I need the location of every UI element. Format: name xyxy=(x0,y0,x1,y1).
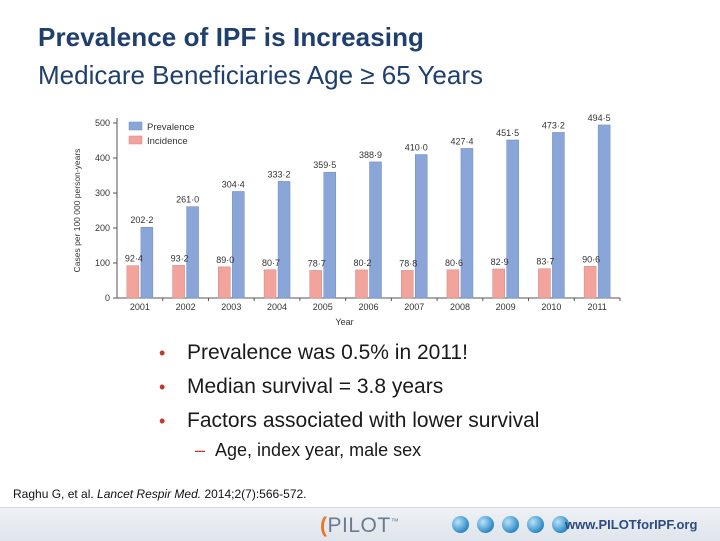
incidence-bar xyxy=(446,269,460,299)
prevalence-value-label: 473·2 xyxy=(542,120,565,130)
y-axis-label: Cases per 100 000 person-years xyxy=(72,149,82,273)
prevalence-bar xyxy=(369,161,382,299)
y-tick-label: 100 xyxy=(95,258,110,268)
x-tick-label: 2009 xyxy=(496,302,516,312)
prevalence-bar xyxy=(323,171,337,299)
x-tick-label: 2006 xyxy=(358,302,378,312)
slide-title: Prevalence of IPF is Increasing xyxy=(38,22,425,52)
bullet-list: • Prevalence was 0.5% in 2011! • Median su… xyxy=(155,336,539,438)
x-tick-label: 2011 xyxy=(587,302,606,312)
sub-bullet: – Age, index year, male sex xyxy=(195,440,421,461)
x-axis-label: Year xyxy=(335,317,353,327)
bullet-dot-icon: • xyxy=(159,411,166,431)
prevalence-value-label: 333·2 xyxy=(268,169,291,179)
prevalence-bar xyxy=(186,206,199,299)
prevalence-value-label: 410·0 xyxy=(405,143,428,153)
x-tick-label: 2001 xyxy=(130,302,150,312)
citation-details: 2014;2(7):566-572. xyxy=(201,487,307,501)
y-tick-label: 500 xyxy=(95,118,110,128)
incidence-bar xyxy=(583,266,597,299)
incidence-bar xyxy=(126,265,140,299)
x-tick-label: 2008 xyxy=(450,302,470,312)
incidence-bar xyxy=(172,265,185,299)
bullet-dot-icon: • xyxy=(159,377,166,397)
prevalence-value-label: 202·2 xyxy=(130,215,153,225)
prevalence-value-label: 304·4 xyxy=(222,179,245,189)
incidence-bar xyxy=(309,270,323,299)
citation: Raghu G, et al. Lancet Respir Med. 2014;… xyxy=(13,487,307,501)
incidence-value-label: 82·9 xyxy=(491,257,509,267)
incidence-value-label: 89·0 xyxy=(216,255,234,265)
prevalence-bar xyxy=(140,226,154,299)
incidence-value-label: 80·7 xyxy=(262,258,280,268)
globe-icons xyxy=(452,516,577,537)
incidence-value-label: 83·7 xyxy=(536,257,554,267)
incidence-bar xyxy=(355,269,368,299)
prevalence-value-label: 427·4 xyxy=(450,136,473,146)
prevalence-value-label: 388·9 xyxy=(359,150,382,160)
incidence-value-label: 78·7 xyxy=(308,258,326,268)
prevalence-incidence-chart: 0 100 200 300 400 500 Cases per 100 000 person… xyxy=(72,113,621,327)
bullet-item: • Factors associated with lower survival xyxy=(155,404,539,438)
legend-prevalence-swatch xyxy=(128,121,143,131)
x-tick-label: 2010 xyxy=(541,302,561,312)
footer-bar: (PILOT™ www.PILOTforIPF.org xyxy=(0,507,720,541)
incidence-value-label: 93·2 xyxy=(171,253,189,263)
incidence-bar xyxy=(492,268,505,299)
incidence-value-label: 92·4 xyxy=(125,254,143,264)
globe-icon xyxy=(477,516,494,533)
prevalence-value-label: 261·0 xyxy=(176,195,199,205)
bullet-text: Prevalence was 0.5% in 2011! xyxy=(187,341,468,364)
prevalence-bar xyxy=(552,132,565,299)
dash-icon: – xyxy=(195,440,206,460)
x-tick-label: 2002 xyxy=(176,302,196,312)
globe-icon xyxy=(552,516,569,533)
y-tick-label: 200 xyxy=(95,223,110,233)
legend-incidence-label: Incidence xyxy=(147,136,188,147)
prevalence-value-label: 494·5 xyxy=(588,113,611,123)
prevalence-bar xyxy=(414,154,428,299)
sub-bullet-text: Age, index year, male sex xyxy=(215,440,422,460)
x-tick-label: 2003 xyxy=(221,302,241,312)
incidence-bar xyxy=(538,268,551,299)
globe-icon xyxy=(452,516,469,533)
prevalence-bar xyxy=(277,181,291,299)
legend-prevalence-label: Prevalence xyxy=(147,122,195,133)
y-tick-label: 0 xyxy=(105,293,110,303)
incidence-value-label: 90·6 xyxy=(582,254,600,264)
pilot-logo-text: PILOT xyxy=(327,514,391,537)
prevalence-bar xyxy=(597,124,611,299)
globe-icon xyxy=(502,516,519,533)
incidence-bar xyxy=(400,270,414,299)
prevalence-bar xyxy=(460,148,474,299)
bullet-text: Factors associated with lower survival xyxy=(187,409,540,432)
pilot-logo-icon: (PILOT™ xyxy=(320,514,400,537)
pilot-mark-icon: ( xyxy=(320,514,328,537)
x-tick-label: 2005 xyxy=(313,302,333,312)
prevalence-bar xyxy=(232,191,245,299)
prevalence-value-label: 451·5 xyxy=(496,128,519,138)
incidence-value-label: 78·8 xyxy=(399,258,417,268)
x-tick-label: 2007 xyxy=(404,302,424,312)
incidence-bar xyxy=(218,266,231,299)
incidence-bar xyxy=(263,269,277,299)
slide-subtitle: Medicare Beneficiaries Age ≥ 65 Years xyxy=(38,60,483,90)
y-tick-label: 300 xyxy=(95,188,110,198)
footer-url-link[interactable]: www.PILOTforIPF.org xyxy=(565,517,698,532)
bullet-item: • Prevalence was 0.5% in 2011! xyxy=(155,336,539,370)
prevalence-bar xyxy=(506,139,519,299)
bullet-text: Median survival = 3.8 years xyxy=(187,375,444,398)
incidence-value-label: 80·6 xyxy=(445,258,463,268)
citation-authors: Raghu G, et al. xyxy=(13,487,98,501)
globe-icon xyxy=(527,516,544,533)
citation-journal: Lancet Respir Med. xyxy=(97,487,202,501)
y-tick-label: 400 xyxy=(95,153,110,163)
legend-incidence-swatch xyxy=(128,135,143,145)
prevalence-value-label: 359·5 xyxy=(313,160,336,170)
x-tick-label: 2004 xyxy=(267,302,287,312)
bullet-dot-icon: • xyxy=(159,343,166,363)
incidence-value-label: 80·2 xyxy=(353,258,371,268)
bullet-item: • Median survival = 3.8 years xyxy=(155,370,539,404)
